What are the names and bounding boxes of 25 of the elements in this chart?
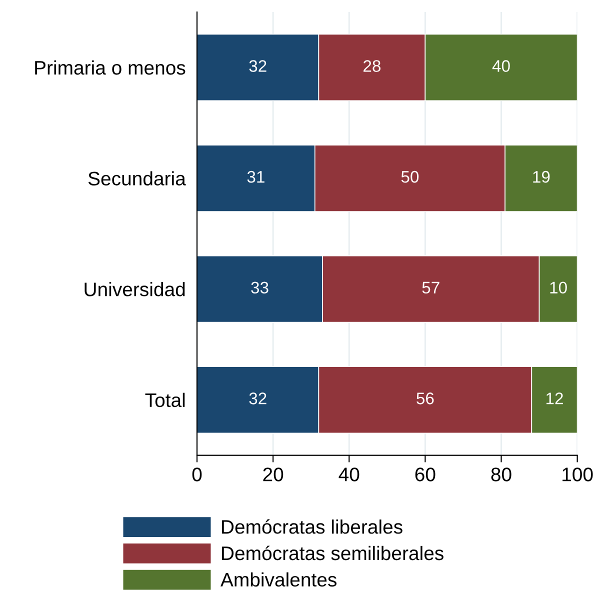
y-tick-label: Total xyxy=(145,392,185,408)
x-tick-label: 80 xyxy=(491,468,512,482)
data-label: 19 xyxy=(533,170,550,183)
data-label: 32 xyxy=(249,392,266,404)
x-tick-label: 0 xyxy=(192,468,202,482)
y-tick-label: Universidad xyxy=(84,282,185,296)
data-label: 57 xyxy=(422,282,440,294)
data-label: 40 xyxy=(492,60,510,72)
data-label: 10 xyxy=(550,282,567,294)
y-tick-label: Secundaria xyxy=(88,171,186,186)
data-label: 56 xyxy=(416,392,434,404)
x-tick-label: 60 xyxy=(415,468,436,482)
data-label: 31 xyxy=(247,170,264,183)
legend-label: Demócratas liberales xyxy=(222,519,402,534)
y-tick-label: Primaria o menos xyxy=(35,60,186,75)
legend-label: Demócratas semiliberales xyxy=(222,546,444,560)
data-label: 50 xyxy=(401,170,419,183)
data-label: 28 xyxy=(364,60,380,72)
x-tick-label: 40 xyxy=(338,468,360,482)
data-label: 32 xyxy=(249,60,266,72)
legend-label: Ambivalentes xyxy=(220,572,336,587)
data-label: 12 xyxy=(546,392,563,404)
data-label: 33 xyxy=(251,282,268,294)
x-tick-label: 100 xyxy=(562,468,593,482)
x-tick-label: 20 xyxy=(263,468,284,482)
